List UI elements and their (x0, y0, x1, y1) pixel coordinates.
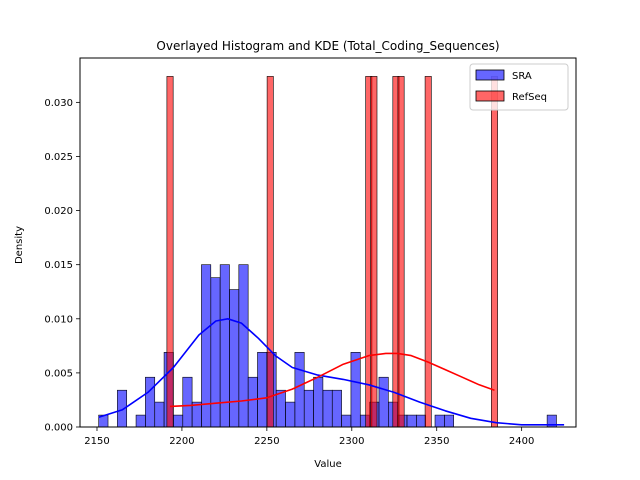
sra-bar (378, 376, 389, 428)
chart-title: Overlayed Histogram and KDE (Total_Codin… (156, 39, 499, 53)
sra-bar (322, 389, 333, 428)
refseq-bar (266, 76, 274, 428)
sra-bar (416, 414, 426, 428)
sra-kde-line (98, 317, 565, 426)
sra-bar (229, 289, 240, 428)
sra-bar (238, 264, 249, 428)
x-axis-ticks: 2150 2200 2250 2300 2350 2400 (84, 427, 534, 447)
y-tick-label: 0.020 (44, 206, 73, 217)
sra-bar (303, 389, 314, 428)
legend-label-refseq: RefSeq (512, 92, 547, 103)
sra-bar (135, 414, 146, 428)
refseq-bar (370, 76, 378, 428)
sra-bar (331, 389, 342, 428)
refseq-bar (397, 76, 405, 428)
sra-bar (247, 376, 258, 428)
refseq-kde-line (169, 352, 495, 408)
x-tick-label: 2150 (84, 436, 109, 447)
x-tick-label: 2400 (509, 436, 534, 447)
sra-bar (285, 401, 296, 428)
sra-bar (444, 414, 454, 428)
legend-swatch-sra (475, 69, 505, 81)
sra-bar (341, 414, 352, 428)
x-tick-label: 2250 (254, 436, 279, 447)
sra-bar (173, 414, 184, 428)
legend-label-sra: SRA (512, 71, 532, 82)
sra-bar (210, 277, 221, 428)
sra-bar (275, 389, 286, 428)
y-tick-label: 0.025 (44, 152, 73, 163)
sra-bar (257, 352, 268, 428)
sra-bar (294, 352, 305, 428)
sra-bar (154, 401, 165, 428)
kde-lines (98, 317, 565, 426)
sra-bar (313, 376, 324, 428)
x-tick-label: 2200 (169, 436, 194, 447)
sra-bar (350, 352, 361, 428)
x-tick-label: 2350 (424, 436, 449, 447)
sra-bar (182, 376, 193, 428)
x-tick-label: 2300 (339, 436, 364, 447)
y-axis-title: Density (14, 226, 25, 264)
y-tick-label: 0.030 (44, 98, 73, 109)
legend: SRA RefSeq (469, 63, 569, 111)
y-tick-label: 0.000 (44, 423, 73, 434)
sra-bar (434, 414, 445, 428)
y-tick-label: 0.010 (44, 314, 73, 325)
refseq-bar (166, 76, 174, 428)
y-tick-label: 0.005 (44, 368, 73, 379)
refseq-bar (491, 76, 498, 428)
y-tick-label: 0.015 (44, 260, 73, 271)
refseq-bar (424, 76, 432, 428)
sra-bar (145, 376, 156, 428)
y-axis-ticks: 0.000 0.005 0.010 0.015 0.020 0.025 0.030 (44, 98, 80, 434)
axes-frame (79, 57, 577, 428)
sra-bar (406, 414, 417, 428)
sra-bar (201, 264, 212, 428)
legend-swatch-refseq (475, 90, 505, 102)
x-axis-title: Value (314, 459, 341, 470)
